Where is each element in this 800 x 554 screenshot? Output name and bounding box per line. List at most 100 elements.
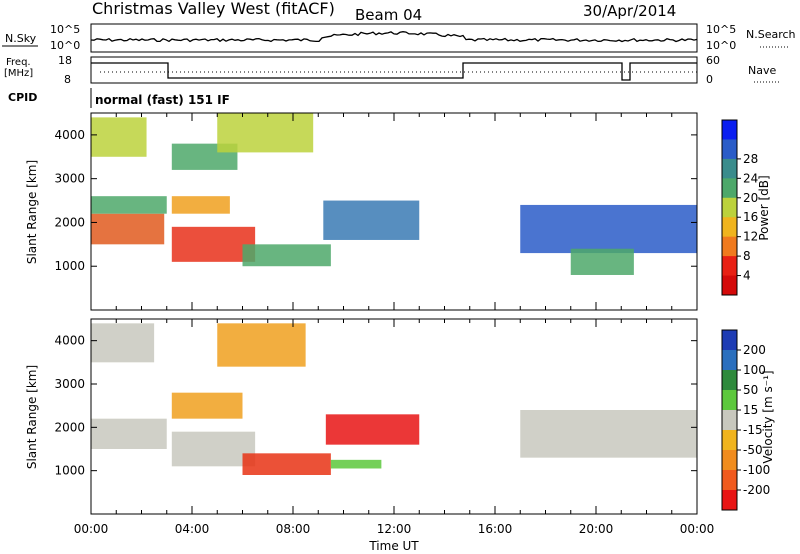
velocity-colorbar-segment	[722, 350, 737, 371]
power-echo-band	[323, 200, 420, 240]
freq-label-1: Freq.	[6, 57, 31, 68]
velocity-panel: 1000 2000 3000 4000 00:00 04:00 08:00 12:00 16:…	[25, 318, 775, 553]
velocity-colorbar: 200 100 50 15 -15 -50 -100 -200	[721, 329, 770, 511]
velocity-colorbar-segment	[722, 470, 737, 491]
noise-left-label: N.Sky	[5, 32, 37, 45]
velocity-colorbar-segment	[722, 330, 737, 351]
x-tick-label: 08:00	[276, 522, 311, 536]
velocity-echo-band	[520, 410, 697, 458]
freq-right-tick-top: 60	[706, 54, 720, 67]
power-colorbar-tick-label: 16	[743, 210, 758, 224]
power-echo-band	[91, 213, 165, 245]
velocity-colorbar-frame	[721, 329, 738, 511]
velocity-colorbar-tick-label: -200	[743, 483, 770, 497]
power-colorbar-tick-label: 24	[743, 171, 758, 185]
velocity-echo-band	[171, 431, 256, 467]
power-y-ticks: 1000 2000 3000 4000	[54, 128, 697, 273]
cpid-label: CPID	[8, 91, 37, 104]
power-colorbar-segment	[722, 178, 737, 199]
velocity-colorbar-tick-label: 50	[743, 383, 758, 397]
power-y-tick-label: 1000	[54, 259, 85, 273]
x-tick-label: 20:00	[579, 522, 614, 536]
power-colorbar-tick-label: 12	[743, 230, 758, 244]
power-colorbar-tick-label: 28	[743, 152, 758, 166]
noise-left-tick-bottom: 10^0	[50, 39, 80, 52]
power-echo-band	[171, 226, 256, 262]
power-colorbar-segment	[722, 139, 737, 160]
velocity-y-tick-label: 2000	[54, 420, 85, 434]
freq-left-tick-top: 18	[58, 54, 72, 67]
noise-right-tick-bottom: 10^0	[706, 39, 736, 52]
power-colorbar-tick-label: 20	[743, 191, 758, 205]
power-colorbar-segment	[722, 236, 737, 257]
velocity-echo-band	[91, 323, 155, 363]
noise-right-label: N.Search	[746, 28, 796, 41]
nave-label: Nave	[748, 64, 776, 77]
x-tick-label: 00:00	[74, 522, 109, 536]
noise-panel-frame	[90, 23, 698, 53]
noise-left-tick-top: 10^5	[50, 23, 80, 36]
velocity-colorbar-segment	[722, 430, 737, 451]
power-colorbar-frame	[721, 119, 738, 296]
power-colorbar-segment	[722, 158, 737, 179]
power-colorbar-tick-label: 4	[743, 269, 751, 283]
x-tick-label: 04:00	[175, 522, 210, 536]
velocity-y-tick-label: 1000	[54, 464, 85, 478]
velocity-colorbar-segment	[722, 390, 737, 411]
x-tick-label: 12:00	[377, 522, 412, 536]
power-y-tick-label: 3000	[54, 172, 85, 186]
x-tick-label: 16:00	[478, 522, 513, 536]
velocity-colorbar-segment	[722, 370, 737, 391]
power-colorbar-segment	[722, 120, 737, 140]
x-tick-label: 00:00	[680, 522, 715, 536]
velocity-echo-band	[171, 392, 243, 419]
power-echo-band	[91, 117, 147, 157]
station-title: Christmas Valley West (fitACF)	[92, 0, 335, 18]
power-x-ticks	[90, 113, 698, 310]
power-echo-band	[217, 113, 314, 153]
velocity-echo-band	[217, 323, 306, 367]
power-y-tick-label: 4000	[54, 128, 85, 142]
power-colorbar-segment	[722, 275, 737, 296]
velocity-colorbar-label: Velocity [m s⁻¹]	[761, 370, 775, 463]
velocity-colorbar-tick-label: -50	[743, 443, 763, 457]
freq-right-tick-bottom: 0	[706, 73, 713, 86]
velocity-echo-band	[330, 459, 382, 469]
power-echo-band	[520, 204, 697, 254]
power-echo-band	[242, 244, 331, 267]
power-colorbar-label: Power [dB]	[757, 175, 771, 240]
freq-left-tick-bottom: 8	[64, 73, 71, 86]
velocity-echo-band	[242, 453, 331, 475]
power-echo-band	[570, 248, 634, 275]
power-bands	[91, 113, 697, 275]
velocity-bands	[91, 323, 697, 475]
power-colorbar: 4 8 12 16 20 24 28	[721, 119, 758, 296]
velocity-y-tick-label: 4000	[54, 334, 85, 348]
velocity-x-ticks: 00:00 04:00 08:00 12:00 16:00 20:00 00:00	[74, 319, 715, 536]
power-colorbar-segment	[722, 256, 737, 277]
x-axis-label: Time UT	[368, 539, 419, 553]
velocity-y-axis-label: Slant Range [km]	[25, 365, 39, 469]
freq-label-2: [MHz]	[4, 68, 33, 79]
velocity-echo-band	[91, 418, 167, 449]
power-colorbar-segment	[722, 217, 737, 238]
power-panel: 1000 2000 3000 4000 Slant Range [km] 4 8 12 16…	[25, 112, 771, 311]
noise-right-tick-top: 10^5	[706, 23, 736, 36]
velocity-colorbar-tick-label: 15	[743, 403, 758, 417]
velocity-y-tick-label: 3000	[54, 377, 85, 391]
velocity-colorbar-tick-label: 200	[743, 343, 766, 357]
velocity-echo-band	[325, 414, 420, 445]
velocity-colorbar-segment	[722, 450, 737, 471]
beam-title: Beam 04	[355, 6, 422, 24]
power-colorbar-tick-label: 8	[743, 249, 751, 263]
velocity-colorbar-tick-label: -100	[743, 463, 770, 477]
power-y-tick-label: 2000	[54, 215, 85, 229]
power-y-axis-label: Slant Range [km]	[25, 160, 39, 264]
velocity-colorbar-segment	[722, 490, 737, 511]
velocity-colorbar-segment	[722, 410, 737, 431]
velocity-colorbar-tick-label: -15	[743, 423, 763, 437]
noise-series	[90, 31, 698, 43]
velocity-y-ticks: 1000 2000 3000 4000	[54, 334, 697, 478]
freq-panel-frame	[90, 56, 698, 84]
